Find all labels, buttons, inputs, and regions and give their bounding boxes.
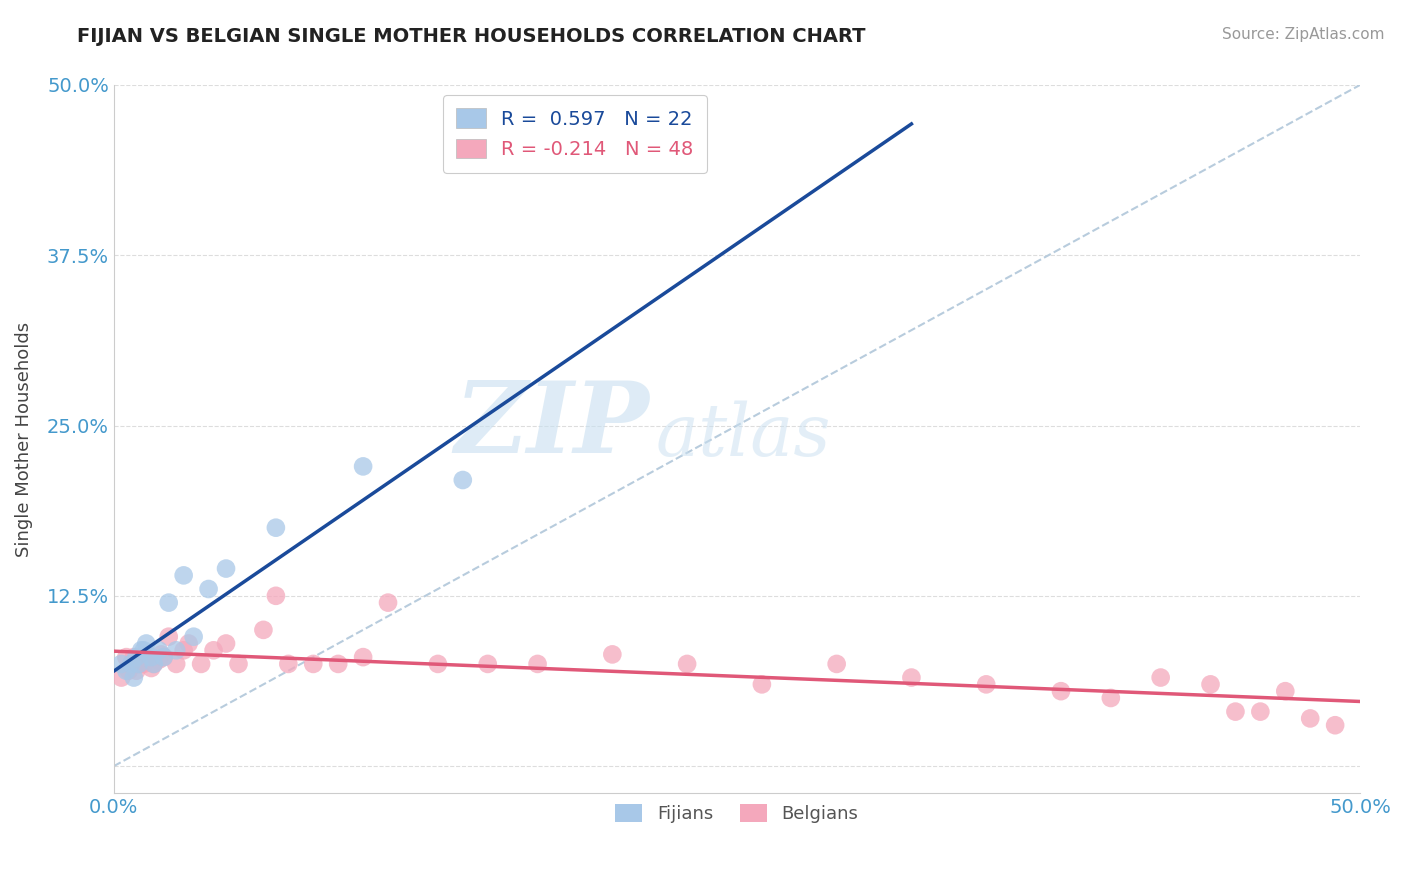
- Point: [1225, 705, 1247, 719]
- Point: [264, 521, 287, 535]
- Point: [202, 643, 225, 657]
- Point: [120, 657, 142, 671]
- Point: [264, 589, 287, 603]
- Point: [602, 648, 624, 662]
- Point: [825, 657, 848, 671]
- Point: [377, 596, 399, 610]
- Point: [173, 568, 195, 582]
- Point: [115, 664, 138, 678]
- Legend: Fijians, Belgians: Fijians, Belgians: [605, 793, 869, 834]
- Point: [110, 671, 132, 685]
- Point: [328, 657, 350, 671]
- Point: [157, 630, 180, 644]
- Point: [751, 677, 773, 691]
- Point: [900, 671, 922, 685]
- Point: [1099, 690, 1122, 705]
- Point: [451, 473, 474, 487]
- Point: [352, 459, 374, 474]
- Point: [477, 657, 499, 671]
- Point: [1274, 684, 1296, 698]
- Point: [132, 657, 155, 671]
- Point: [1249, 705, 1271, 719]
- Point: [152, 650, 174, 665]
- Point: [190, 657, 212, 671]
- Point: [142, 657, 165, 671]
- Text: ZIP: ZIP: [454, 376, 650, 474]
- Point: [132, 643, 155, 657]
- Point: [129, 643, 152, 657]
- Point: [152, 650, 174, 665]
- Point: [165, 643, 187, 657]
- Point: [125, 664, 148, 678]
- Point: [128, 657, 150, 671]
- Point: [115, 650, 138, 665]
- Point: [141, 650, 163, 665]
- Point: [1150, 671, 1173, 685]
- Point: [118, 664, 141, 678]
- Point: [141, 661, 163, 675]
- Point: [526, 657, 548, 671]
- Point: [1199, 677, 1222, 691]
- Point: [142, 657, 165, 671]
- Y-axis label: Single Mother Households: Single Mother Households: [15, 322, 32, 557]
- Point: [215, 636, 238, 650]
- Point: [165, 657, 187, 671]
- Point: [1050, 684, 1073, 698]
- Point: [183, 630, 205, 644]
- Point: [1324, 718, 1347, 732]
- Point: [122, 671, 145, 685]
- Point: [215, 561, 238, 575]
- Point: [302, 657, 325, 671]
- Point: [148, 653, 170, 667]
- Point: [177, 636, 200, 650]
- Point: [228, 657, 250, 671]
- Point: [150, 648, 173, 662]
- Point: [157, 596, 180, 610]
- Text: FIJIAN VS BELGIAN SINGLE MOTHER HOUSEHOLDS CORRELATION CHART: FIJIAN VS BELGIAN SINGLE MOTHER HOUSEHOL…: [77, 27, 866, 45]
- Point: [173, 643, 195, 657]
- Point: [120, 657, 142, 671]
- Point: [125, 650, 148, 665]
- Point: [676, 657, 699, 671]
- Text: atlas: atlas: [657, 401, 831, 471]
- Point: [197, 582, 219, 596]
- Point: [129, 657, 152, 671]
- Point: [122, 650, 145, 665]
- Point: [252, 623, 274, 637]
- Point: [110, 657, 132, 671]
- Point: [135, 636, 157, 650]
- Point: [128, 657, 150, 671]
- Point: [148, 643, 170, 657]
- Point: [1299, 711, 1322, 725]
- Point: [352, 650, 374, 665]
- Point: [277, 657, 299, 671]
- Point: [426, 657, 449, 671]
- Text: Source: ZipAtlas.com: Source: ZipAtlas.com: [1222, 27, 1385, 42]
- Point: [135, 650, 157, 665]
- Point: [974, 677, 997, 691]
